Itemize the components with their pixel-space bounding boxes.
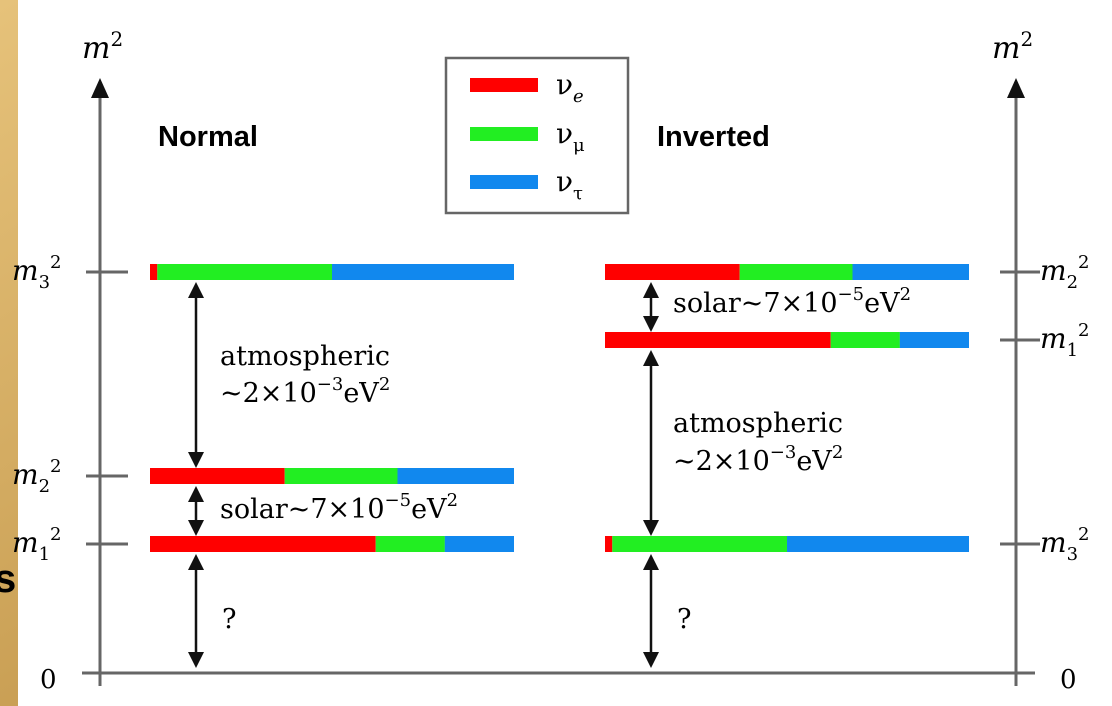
normal-level-0-tau-segment bbox=[332, 264, 514, 280]
inverted-solar-arrow bbox=[643, 282, 659, 332]
inverted-m1-label: m12 bbox=[1040, 320, 1089, 361]
inverted-atmospheric-arrow bbox=[643, 350, 659, 536]
inverted-unknown-label: ? bbox=[677, 604, 691, 635]
mass-level-bars bbox=[150, 264, 969, 552]
inverted-solar-label: solar~7×10−5eV2 bbox=[673, 284, 911, 319]
normal-ordering-title: Normal bbox=[158, 121, 258, 153]
normal-level-0-mu-segment bbox=[157, 264, 332, 280]
inverted-level-0-mu-segment bbox=[739, 264, 853, 280]
normal-level-2-tau-segment bbox=[444, 536, 514, 552]
inverted-level-1-mu-segment bbox=[830, 332, 900, 348]
inverted-level-0-e-segment bbox=[605, 264, 740, 280]
inverted-atmospheric-value: ~2×10−3eV2 bbox=[673, 442, 843, 477]
inverted-level-1-tau-segment bbox=[899, 332, 969, 348]
legend-label-nu-mu: νμ bbox=[556, 117, 585, 156]
legend-swatch-nu-tau bbox=[470, 175, 538, 189]
normal-unknown-label: ? bbox=[222, 604, 236, 635]
inverted-level-1-e-segment bbox=[605, 332, 831, 348]
inverted-level-0-tau-segment bbox=[852, 264, 969, 280]
legend-item-nu-e: νe bbox=[470, 68, 584, 107]
normal-m3-label: m32 bbox=[12, 252, 61, 293]
legend-item-nu-tau: ντ bbox=[470, 165, 583, 204]
legend-swatch-nu-mu bbox=[470, 127, 538, 141]
normal-level-1-mu-segment bbox=[284, 468, 398, 484]
inverted-atmospheric-label: atmospheric bbox=[673, 408, 843, 439]
inverted-level-2-mu-segment bbox=[612, 536, 787, 552]
cropped-side-text: s bbox=[0, 557, 16, 601]
inverted-ordering-title: Inverted bbox=[657, 121, 770, 153]
inverted-m2-label: m22 bbox=[1040, 252, 1089, 293]
normal-solar-arrow bbox=[188, 486, 204, 536]
legend-label-nu-e: νe bbox=[556, 68, 584, 107]
inverted-unknown-arrow bbox=[643, 554, 659, 668]
normal-atmospheric-arrow bbox=[188, 282, 204, 468]
normal-m1-label: m12 bbox=[12, 524, 61, 565]
left-y-axis-arrowhead bbox=[91, 78, 109, 98]
right-zero-label: 0 bbox=[1060, 665, 1077, 695]
legend-item-nu-mu: νμ bbox=[470, 117, 585, 156]
right-axis-title: m2 bbox=[992, 27, 1033, 66]
inverted-level-2-tau-segment bbox=[787, 536, 969, 552]
inverted-m3-label: m32 bbox=[1040, 524, 1089, 565]
normal-unknown-arrow bbox=[188, 554, 204, 668]
normal-level-1-e-segment bbox=[150, 468, 285, 484]
normal-level-2-mu-segment bbox=[375, 536, 445, 552]
normal-solar-label: solar~7×10−5eV2 bbox=[220, 490, 458, 525]
normal-level-1-tau-segment bbox=[397, 468, 514, 484]
left-axis-title: m2 bbox=[82, 27, 123, 66]
normal-atmospheric-value: ~2×10−3eV2 bbox=[220, 374, 390, 409]
normal-level-2-e-segment bbox=[150, 536, 376, 552]
normal-m2-label: m22 bbox=[12, 456, 61, 497]
legend-swatch-nu-e bbox=[470, 78, 538, 92]
normal-atmospheric-label: atmospheric bbox=[220, 341, 390, 372]
normal-level-0-e-segment bbox=[150, 264, 158, 280]
right-y-axis-arrowhead bbox=[1007, 78, 1025, 98]
left-zero-label: 0 bbox=[40, 665, 57, 695]
legend-label-nu-tau: ντ bbox=[556, 165, 583, 204]
inverted-level-2-e-segment bbox=[605, 536, 613, 552]
